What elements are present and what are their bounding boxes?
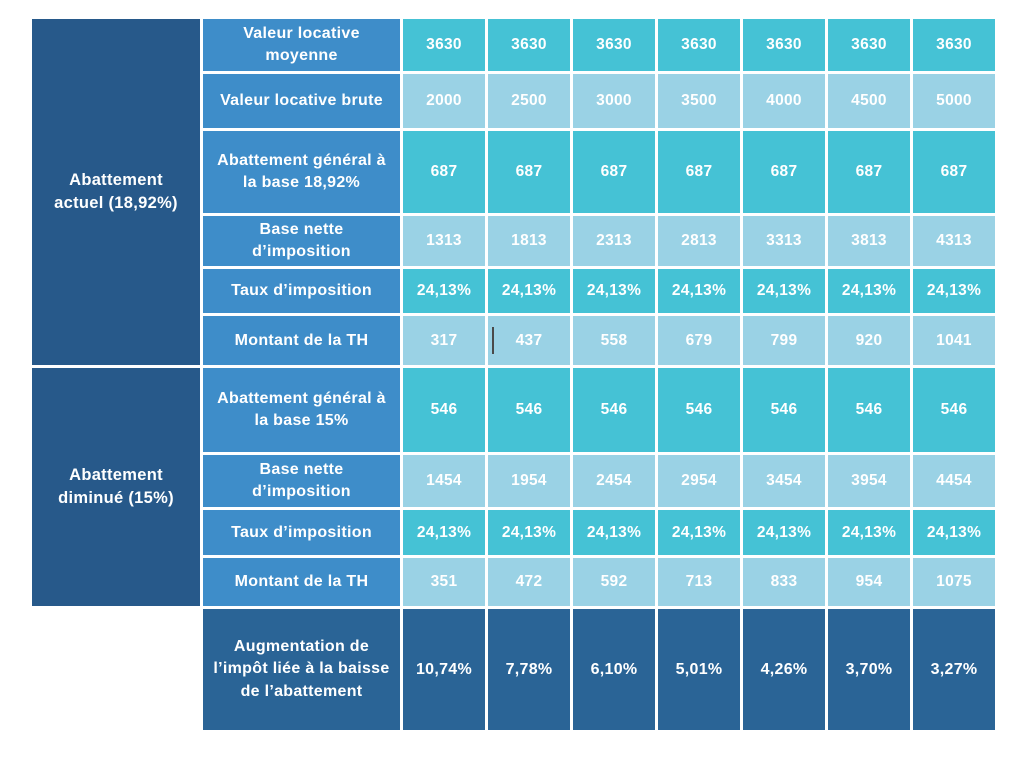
data-cell: 546 [488,368,570,452]
footer-data-cell: 10,74% [403,609,485,730]
data-cell: 687 [573,131,655,213]
text-cursor-artifact [492,327,494,354]
data-cell: 1313 [403,216,485,266]
row-header: Abattement général à la base 15% [203,368,400,452]
data-cell: 24,13% [573,510,655,555]
footer-data-cell: 3,70% [828,609,910,730]
data-cell: 24,13% [743,510,825,555]
data-cell: 2500 [488,74,570,128]
data-cell: 3813 [828,216,910,266]
data-cell: 24,13% [488,510,570,555]
data-cell: 24,13% [403,269,485,313]
row-header: Taux d’imposition [203,269,400,313]
data-cell: 546 [743,368,825,452]
footer-data-cell: 7,78% [488,609,570,730]
data-cell: 1041 [913,316,995,365]
data-cell: 920 [828,316,910,365]
abattement-comparison-table: Abattement actuel (18,92%) Valeur locativ… [32,19,995,730]
data-cell: 2454 [573,455,655,507]
data-cell: 558 [573,316,655,365]
data-cell: 3000 [573,74,655,128]
data-cell: 24,13% [743,269,825,313]
row-header: Base nette d’imposition [203,455,400,507]
data-cell: 3630 [658,19,740,71]
row-header: Abattement général à la base 18,92% [203,131,400,213]
data-cell: 3630 [488,19,570,71]
data-cell: 546 [828,368,910,452]
data-cell: 351 [403,558,485,606]
data-cell: 1813 [488,216,570,266]
data-cell: 24,13% [913,510,995,555]
data-cell: 713 [658,558,740,606]
footer-data-cell: 6,10% [573,609,655,730]
data-cell: 4500 [828,74,910,128]
data-cell: 679 [658,316,740,365]
row-header: Base nette d’imposition [203,216,400,266]
data-cell: 2313 [573,216,655,266]
data-cell: 3630 [573,19,655,71]
data-cell: 3630 [743,19,825,71]
data-cell: 3454 [743,455,825,507]
data-cell: 4000 [743,74,825,128]
data-cell: 954 [828,558,910,606]
data-cell: 3630 [828,19,910,71]
data-cell: 2954 [658,455,740,507]
data-cell: 592 [573,558,655,606]
data-cell: 1954 [488,455,570,507]
data-cell: 4454 [913,455,995,507]
footer-data-cell: 4,26% [743,609,825,730]
data-cell: 687 [828,131,910,213]
data-cell: 24,13% [488,269,570,313]
footer-data-cell: 3,27% [913,609,995,730]
data-cell: 687 [488,131,570,213]
data-cell: 472 [488,558,570,606]
footer-data-cell: 5,01% [658,609,740,730]
data-cell: 3630 [913,19,995,71]
data-cell: 24,13% [403,510,485,555]
data-cell: 24,13% [913,269,995,313]
data-cell: 3313 [743,216,825,266]
data-cell: 24,13% [573,269,655,313]
data-cell: 687 [658,131,740,213]
data-cell: 546 [913,368,995,452]
data-cell: 24,13% [658,510,740,555]
section-label: Abattement actuel (18,92%) [32,19,200,365]
row-header: Valeur locative brute [203,74,400,128]
section-label: Abattement diminué (15%) [32,368,200,606]
data-cell: 437 [488,316,570,365]
row-header: Montant de la TH [203,558,400,606]
data-cell: 546 [403,368,485,452]
data-cell: 24,13% [828,510,910,555]
row-header: Valeur locative moyenne [203,19,400,71]
data-cell: 799 [743,316,825,365]
row-header: Montant de la TH [203,316,400,365]
data-cell: 1454 [403,455,485,507]
data-cell: 687 [403,131,485,213]
data-cell: 687 [913,131,995,213]
data-cell: 2000 [403,74,485,128]
data-cell: 833 [743,558,825,606]
row-header: Taux d’imposition [203,510,400,555]
data-cell: 546 [658,368,740,452]
data-cell: 317 [403,316,485,365]
data-cell: 4313 [913,216,995,266]
data-cell: 1075 [913,558,995,606]
footer-label: Augmentation de l’impôt liée à la baisse… [203,609,400,730]
data-cell: 24,13% [828,269,910,313]
data-cell: 5000 [913,74,995,128]
data-cell: 546 [573,368,655,452]
data-cell: 3500 [658,74,740,128]
data-cell: 3630 [403,19,485,71]
data-cell: 3954 [828,455,910,507]
data-cell: 687 [743,131,825,213]
data-cell: 2813 [658,216,740,266]
data-cell: 24,13% [658,269,740,313]
